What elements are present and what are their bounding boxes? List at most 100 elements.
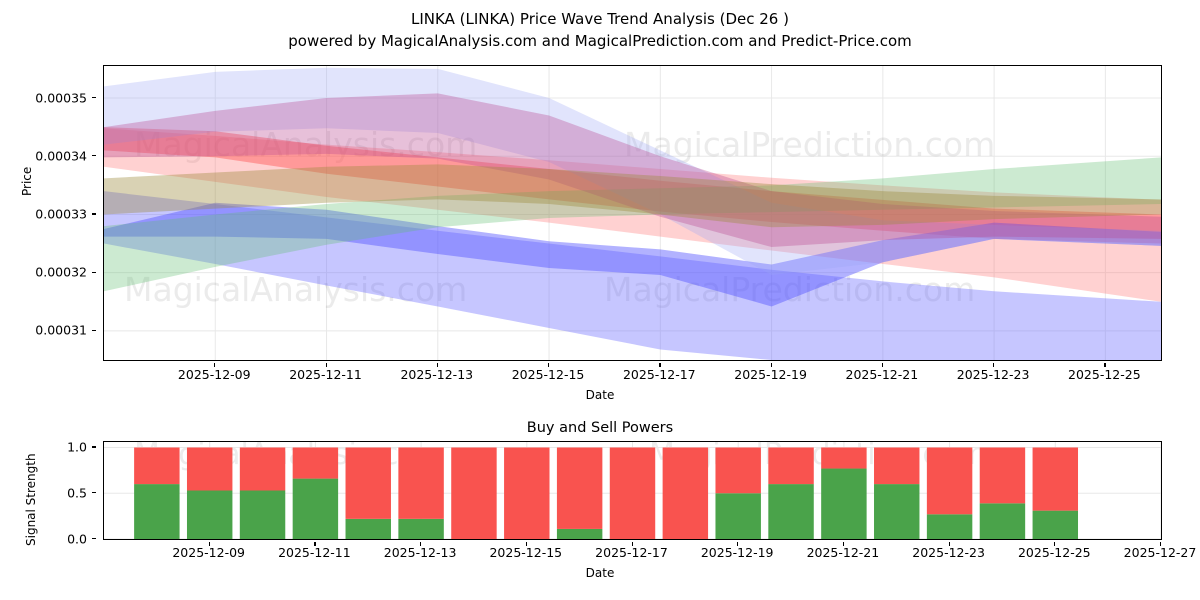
top-x-tickmark [326, 363, 327, 367]
top-x-tick-label: 2025-12-19 [734, 367, 807, 382]
bottom-x-tick-label: 2025-12-21 [807, 545, 880, 560]
top-y-tick-label: 0.00034 [35, 148, 87, 163]
bottom-x-tick-label: 2025-12-17 [595, 545, 668, 560]
buy-power-bar [293, 479, 338, 539]
price-wave-plot-area: MagicalAnalysis.comMagicalPrediction.com… [104, 66, 1161, 360]
bottom-y-tickmark [92, 446, 96, 447]
top-x-tick-label: 2025-12-21 [846, 367, 919, 382]
top-y-tick-label: 0.00033 [35, 206, 87, 221]
price-wave-svg: MagicalAnalysis.comMagicalPrediction.com… [104, 66, 1161, 360]
top-y-tickmark [92, 272, 96, 273]
title-primary: LINKA (LINKA) Price Wave Trend Analysis … [0, 8, 1200, 30]
title-subtitle: powered by MagicalAnalysis.com and Magic… [0, 30, 1200, 52]
buy-sell-chart-title: Buy and Sell Powers [0, 420, 1200, 436]
top-y-tickmark [92, 97, 96, 98]
sell-power-bar [715, 447, 760, 493]
sell-power-bar [187, 447, 232, 490]
bottom-x-tick-label: 2025-12-25 [1018, 545, 1091, 560]
sell-power-bar [346, 447, 391, 518]
sell-power-bar [980, 447, 1025, 503]
buy-power-bar [980, 503, 1025, 539]
top-x-tickmark [437, 363, 438, 367]
bottom-y-tickmark [92, 538, 96, 539]
top-y-tick-label: 0.00035 [35, 90, 87, 105]
sell-power-bar [240, 447, 285, 490]
buy-power-bar [187, 491, 232, 540]
top-x-axis-ticks: 2025-12-09 2025-12-11 2025-12-13 2025-12-15… [0, 363, 1200, 385]
bottom-x-tickmark [737, 542, 738, 546]
bottom-x-tickmark [526, 542, 527, 546]
sell-power-bar [821, 447, 866, 468]
bottom-x-tickmark [209, 542, 210, 546]
page-title: LINKA (LINKA) Price Wave Trend Analysis … [0, 8, 1200, 52]
top-x-tick-label: 2025-12-13 [400, 367, 473, 382]
top-x-tickmark [1104, 363, 1105, 367]
buy-power-bar [874, 484, 919, 539]
buy-power-bar [821, 469, 866, 539]
watermark-text: MagicalPrediction.com [624, 125, 995, 164]
bottom-x-tick-label: 2025-12-27 [1124, 545, 1197, 560]
sell-power-bar [504, 447, 549, 539]
sell-power-bar [663, 447, 708, 539]
buy-power-bar [715, 493, 760, 539]
sell-power-bar [610, 447, 655, 539]
chart-page: LINKA (LINKA) Price Wave Trend Analysis … [0, 0, 1200, 600]
bottom-x-tickmark [420, 542, 421, 546]
top-x-tick-label: 2025-12-25 [1068, 367, 1141, 382]
top-x-tickmark [548, 363, 549, 367]
top-x-tick-label: 2025-12-15 [512, 367, 585, 382]
top-x-tickmark [771, 363, 772, 367]
top-x-tick-label: 2025-12-09 [178, 367, 251, 382]
top-y-tick-label: 0.00032 [35, 265, 87, 280]
sell-power-bar [1033, 447, 1078, 510]
top-y-tickmark [92, 155, 96, 156]
buy-power-bar [346, 519, 391, 539]
bottom-x-tick-label: 2025-12-13 [384, 545, 457, 560]
buy-power-bar [398, 519, 443, 539]
bottom-x-tick-label: 2025-12-09 [172, 545, 245, 560]
bottom-y-tick-label: 1.0 [67, 439, 87, 454]
top-y-tick-label: 0.00031 [35, 323, 87, 338]
bottom-x-tickmark [949, 542, 950, 546]
bottom-x-tick-label: 2025-12-19 [701, 545, 774, 560]
bottom-x-tickmark [843, 542, 844, 546]
sell-power-bar [927, 447, 972, 514]
buy-power-bar [134, 484, 179, 539]
sell-power-bar [451, 447, 496, 539]
top-x-tickmark [214, 363, 215, 367]
sell-power-bar [398, 447, 443, 518]
top-x-tickmark [993, 363, 994, 367]
bottom-x-tickmark [314, 542, 315, 546]
top-y-tickmark [92, 330, 96, 331]
bottom-y-tick-label: 0.5 [67, 485, 87, 500]
top-x-axis-title: Date [0, 388, 1200, 402]
sell-power-bar [874, 447, 919, 484]
top-x-tick-label: 2025-12-23 [957, 367, 1030, 382]
top-x-tick-label: 2025-12-11 [289, 367, 362, 382]
top-y-axis-ticks: 0.00031 0.00032 0.00033 0.00034 0.00035 [0, 65, 96, 361]
bottom-x-tickmark [1160, 542, 1161, 546]
buy-sell-chart-panel: MagicalAnalysis.comMagicalPrediction.com [103, 441, 1162, 540]
top-x-tick-label: 2025-12-17 [623, 367, 696, 382]
bottom-x-tick-label: 2025-12-11 [278, 545, 351, 560]
sell-power-bar [293, 447, 338, 478]
top-y-tickmark [92, 213, 96, 214]
top-x-tickmark [882, 363, 883, 367]
sell-power-bar [768, 447, 813, 484]
bottom-x-axis-ticks: 2025-12-09 2025-12-11 2025-12-13 2025-12-15… [0, 542, 1200, 564]
bottom-x-tick-label: 2025-12-23 [912, 545, 985, 560]
buy-sell-svg: MagicalAnalysis.comMagicalPrediction.com [104, 442, 1161, 539]
top-x-tickmark [659, 363, 660, 367]
buy-power-bar [927, 514, 972, 539]
bottom-x-tick-label: 2025-12-15 [489, 545, 562, 560]
bottom-x-tickmark [632, 542, 633, 546]
bottom-y-tickmark [92, 492, 96, 493]
buy-power-bar [240, 491, 285, 540]
buy-power-bar [768, 484, 813, 539]
bottom-x-axis-title: Date [0, 566, 1200, 580]
buy-power-bar [1033, 511, 1078, 539]
buy-power-bar [557, 529, 602, 539]
sell-power-bar [134, 447, 179, 484]
buy-sell-plot-area: MagicalAnalysis.comMagicalPrediction.com [104, 442, 1161, 539]
bottom-y-axis-ticks: 0.00.51.0 [0, 441, 96, 540]
